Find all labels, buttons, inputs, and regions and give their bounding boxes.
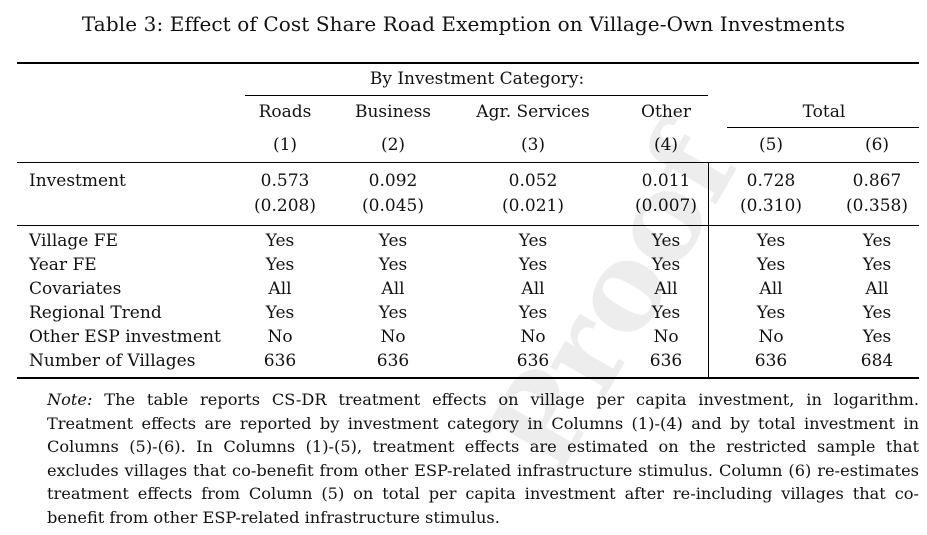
table-cell: Yes (651, 255, 681, 275)
column-header-business: Business (354, 102, 432, 122)
table-bottom-rule (17, 377, 919, 379)
table-cell: Yes (265, 231, 295, 251)
table-cell: All (521, 279, 545, 299)
table-cell: Yes (265, 255, 295, 275)
row-label: Other ESP investment (29, 327, 221, 347)
table-cell: Yes (862, 303, 892, 323)
group-header-rule (245, 95, 708, 96)
note-text: The table reports CS-DR treatment effect… (47, 390, 919, 527)
column-number-3: (3) (520, 135, 546, 155)
table-cell: Yes (862, 231, 892, 251)
row-label: Village FE (29, 231, 118, 251)
coef-cell: 0.867 (852, 171, 902, 191)
se-cell: (0.007) (635, 196, 697, 216)
note-lead: Note: (47, 390, 93, 409)
investment-bottom-rule (17, 225, 919, 226)
se-cell: (0.045) (362, 196, 424, 216)
table-cell: Yes (756, 303, 786, 323)
table-cell: No (267, 327, 293, 347)
table-cell: Yes (378, 303, 408, 323)
table-cell: Yes (862, 327, 892, 347)
table-cell: 636 (754, 351, 788, 371)
table-cell: No (758, 327, 784, 347)
table-cell: Yes (378, 231, 408, 251)
table-cell: Yes (651, 303, 681, 323)
table-cell: All (654, 279, 678, 299)
se-cell: (0.310) (740, 196, 802, 216)
se-cell: (0.021) (502, 196, 564, 216)
coef-cell: 0.052 (508, 171, 558, 191)
table-cell: 636 (649, 351, 683, 371)
column-number-6: (6) (864, 135, 890, 155)
table-cell: Yes (265, 303, 295, 323)
table-cell: All (865, 279, 889, 299)
column-number-5: (5) (758, 135, 784, 155)
table-cell: 684 (860, 351, 894, 371)
table-cell: Yes (518, 303, 548, 323)
coef-cell: 0.092 (368, 171, 418, 191)
top-rule (17, 62, 919, 64)
column-header-other: Other (641, 102, 691, 122)
table-cell: All (759, 279, 783, 299)
coef-cell: 0.011 (641, 171, 691, 191)
column-number-2: (2) (380, 135, 406, 155)
table-cell: Yes (756, 255, 786, 275)
header-bottom-rule (17, 162, 919, 163)
table-cell: No (653, 327, 679, 347)
table-cell: 636 (516, 351, 550, 371)
table-cell: All (268, 279, 292, 299)
table-cell: 636 (376, 351, 410, 371)
table-cell: No (380, 327, 406, 347)
group-header: By Investment Category: (369, 69, 585, 89)
table-title: Table 3: Effect of Cost Share Road Exemp… (81, 12, 846, 36)
table-cell: Yes (862, 255, 892, 275)
row-label-investment: Investment (29, 171, 126, 191)
column-number-1: (1) (272, 135, 298, 155)
column-divider (708, 162, 709, 377)
table-cell: Yes (756, 231, 786, 251)
table-cell: Yes (651, 231, 681, 251)
table-cell: Yes (518, 231, 548, 251)
table-cell: No (520, 327, 546, 347)
se-cell: (0.208) (254, 196, 316, 216)
table-cell: Yes (518, 255, 548, 275)
table-note: Note: The table reports CS-DR treatment … (47, 388, 919, 529)
table-cell: 636 (263, 351, 297, 371)
coef-cell: 0.573 (260, 171, 310, 191)
total-header-rule (727, 127, 919, 128)
se-cell: (0.358) (846, 196, 908, 216)
column-header-agr-services: Agr. Services (476, 102, 590, 122)
total-header: Total (802, 102, 846, 122)
row-label: Year FE (29, 255, 97, 275)
column-number-4: (4) (653, 135, 679, 155)
coef-cell: 0.728 (746, 171, 796, 191)
table-cell: Yes (378, 255, 408, 275)
column-header-roads: Roads (258, 102, 312, 122)
row-label: Number of Villages (29, 351, 196, 371)
row-label: Covariates (29, 279, 122, 299)
row-label: Regional Trend (29, 303, 162, 323)
table-cell: All (381, 279, 405, 299)
